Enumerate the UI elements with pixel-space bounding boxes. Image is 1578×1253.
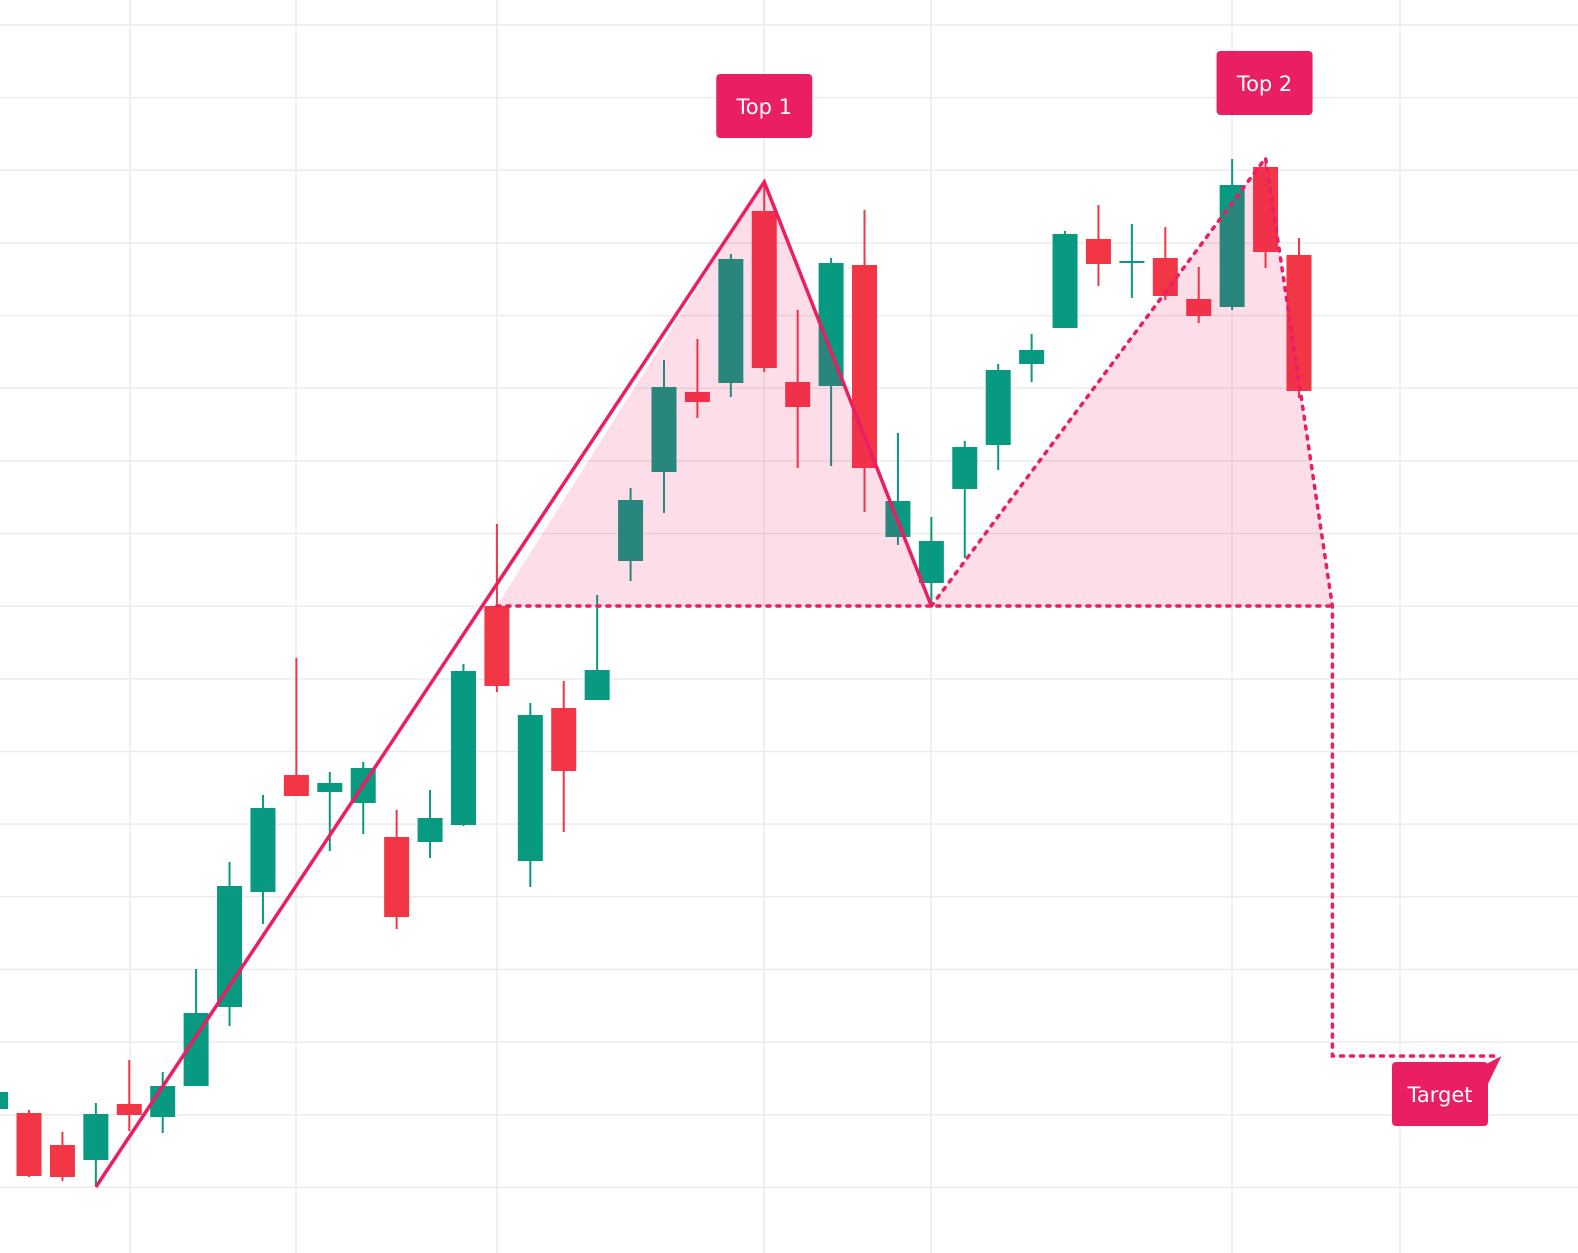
candle-body [952,447,978,489]
double-top-pattern[interactable] [94,153,1502,1188]
pattern-labels: Top 1 Top 2 Target [716,51,1502,1126]
candle-body [49,1145,75,1177]
candle-body [384,837,410,917]
target-label-text: Target [1407,1083,1473,1107]
candle-body [751,211,777,368]
candle [116,1060,142,1131]
candle-body [417,818,443,842]
candle [250,795,276,924]
candle [818,258,844,466]
pattern-dotted-line [929,153,1502,1058]
top2-label[interactable]: Top 2 [1216,51,1313,115]
candle [718,254,744,397]
candle [417,790,443,858]
candle [0,1092,9,1109]
candle-body [250,808,276,892]
candle-body [484,606,510,686]
candle [1119,224,1145,298]
candle-body [584,670,610,700]
candle-body [517,715,543,861]
top2-label-text: Top 2 [1236,72,1292,96]
candle [551,681,577,832]
candle [785,310,811,468]
candles [0,159,1312,1186]
candle-body [1052,234,1078,328]
candle-body [1286,255,1312,391]
candle-body [1019,350,1045,364]
candle-body [1085,239,1111,264]
candle-body [985,370,1011,445]
candle [918,517,944,606]
candle [618,488,644,581]
candle [49,1132,75,1181]
candle-body [1186,299,1212,316]
candle [684,339,710,418]
pattern-fill-top1 [496,182,932,606]
candle [1085,205,1111,286]
candle [584,595,610,700]
candle [384,810,410,929]
candle [1186,267,1212,323]
candle [1019,334,1045,382]
candle-body [317,783,343,792]
pattern-solid-line [94,178,933,1188]
candle [283,658,309,796]
top1-label-text: Top 1 [736,95,792,119]
candle [651,360,677,513]
candle-body [83,1114,109,1160]
candle-body [283,775,309,796]
candle [985,364,1011,470]
candle-body [16,1113,42,1176]
target-label[interactable]: Target [1392,1056,1502,1126]
candle-body [618,500,644,561]
pattern-fill-top2 [931,158,1333,606]
candle [517,703,543,887]
candle [751,182,777,372]
candle-body [651,387,677,472]
candle-body [450,671,476,825]
candle [484,524,510,692]
candle-body [551,708,577,771]
candle [952,441,978,558]
candle-body [1119,261,1145,263]
candle [83,1103,109,1186]
candle-body [718,259,744,383]
candle-body [818,263,844,386]
top1-label[interactable]: Top 1 [716,74,813,138]
candle-body [116,1104,142,1115]
candle-body [0,1092,9,1109]
candle [16,1110,42,1177]
candle [1286,238,1312,398]
candle-body [785,382,811,407]
candle [1052,231,1078,328]
candle-body [918,541,944,583]
candle-body [684,392,710,402]
candle [183,969,209,1086]
candle [317,772,343,851]
candle [450,664,476,826]
